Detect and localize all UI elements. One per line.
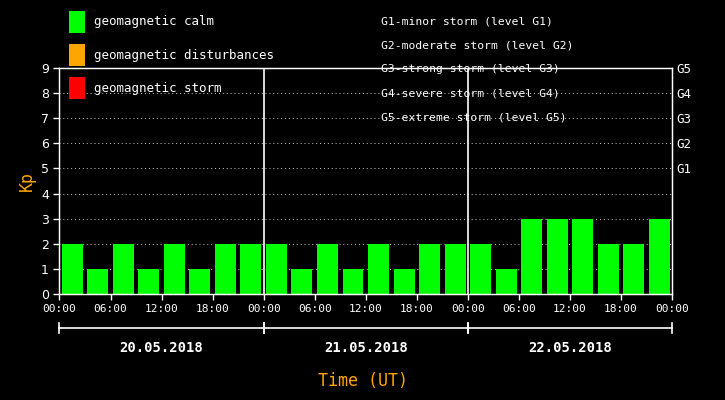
Text: geomagnetic disturbances: geomagnetic disturbances [94, 49, 273, 62]
Bar [547, 219, 568, 294]
Text: 20.05.2018: 20.05.2018 [120, 341, 204, 355]
Bar [444, 244, 465, 294]
Bar [317, 244, 338, 294]
Text: G2-moderate storm (level G2): G2-moderate storm (level G2) [381, 40, 573, 50]
Bar [496, 269, 517, 294]
Bar [419, 244, 440, 294]
Text: 22.05.2018: 22.05.2018 [528, 341, 612, 355]
Bar [241, 244, 261, 294]
Bar [215, 244, 236, 294]
Text: 21.05.2018: 21.05.2018 [324, 341, 407, 355]
Bar [649, 219, 670, 294]
Bar [624, 244, 645, 294]
Bar [394, 269, 415, 294]
Bar [342, 269, 363, 294]
Bar [189, 269, 210, 294]
Bar [572, 219, 593, 294]
Bar [598, 244, 618, 294]
Text: geomagnetic calm: geomagnetic calm [94, 16, 214, 28]
Text: G1-minor storm (level G1): G1-minor storm (level G1) [381, 16, 552, 26]
Bar [368, 244, 389, 294]
Bar [521, 219, 542, 294]
Text: G3-strong storm (level G3): G3-strong storm (level G3) [381, 64, 560, 74]
Y-axis label: Kp: Kp [17, 171, 36, 191]
Bar [113, 244, 133, 294]
Text: geomagnetic storm: geomagnetic storm [94, 82, 221, 95]
Bar [62, 244, 83, 294]
Text: G5-extreme storm (level G5): G5-extreme storm (level G5) [381, 112, 566, 122]
Text: G4-severe storm (level G4): G4-severe storm (level G4) [381, 88, 560, 98]
Bar [291, 269, 312, 294]
Text: Time (UT): Time (UT) [318, 372, 407, 390]
Bar [164, 244, 185, 294]
Bar [87, 269, 108, 294]
Bar [471, 244, 491, 294]
Bar [138, 269, 160, 294]
Bar [266, 244, 287, 294]
